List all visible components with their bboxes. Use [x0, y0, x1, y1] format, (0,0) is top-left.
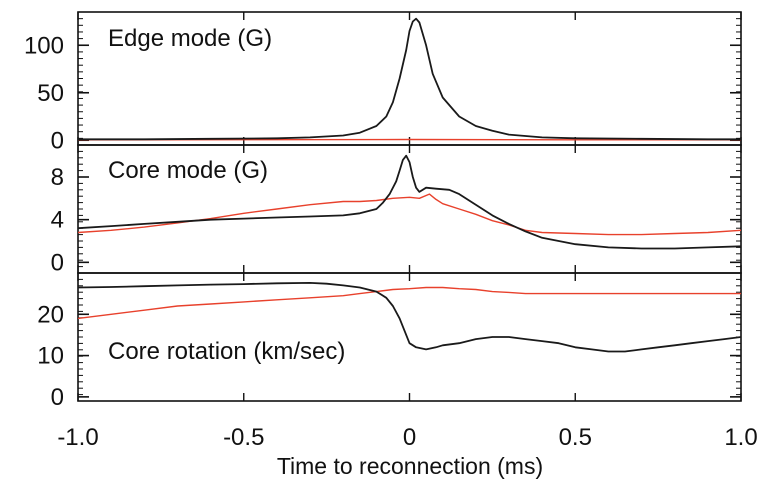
- series-line-red-1: [78, 286, 741, 320]
- series-line-black-0: [78, 17, 741, 141]
- series-line-red-1: [78, 193, 741, 236]
- panel-title: Edge mode (G): [108, 25, 272, 52]
- x-tick-label: 1.0: [724, 424, 757, 451]
- series-line-black-0: [78, 154, 741, 250]
- x-tick-label: -0.5: [223, 424, 264, 451]
- panel-3: 0 10 20 Core rotation (km/sec): [37, 272, 742, 411]
- y-tick-label: 0: [51, 249, 64, 276]
- panel-frame: [77, 272, 742, 402]
- y-tick-label: 4: [51, 207, 64, 234]
- y-tick-label: 0: [51, 384, 64, 411]
- y-tick-label: 50: [37, 80, 64, 107]
- panel-2: 0 4 8 Core mode (G): [51, 144, 742, 276]
- panels: 0 50 100 Edge mode (G) 0 4 8 Core mode (G) 0 10 20…: [24, 11, 742, 411]
- y-tick-label: 8: [51, 164, 64, 191]
- x-axis-title: Time to reconnection (ms): [277, 453, 543, 479]
- panel-1: 0 50 100 Edge mode (G): [24, 11, 742, 154]
- y-tick-label: 100: [24, 32, 64, 59]
- y-tick-label: 10: [37, 343, 64, 370]
- panel-title: Core rotation (km/sec): [108, 338, 345, 365]
- y-tick-label: 20: [37, 301, 64, 328]
- x-tick-label: 0: [403, 424, 416, 451]
- panel-title: Core mode (G): [108, 157, 268, 184]
- x-axis: -1.0 -0.5 0 0.5 1.0: [57, 424, 757, 451]
- x-tick-label: -1.0: [57, 424, 98, 451]
- y-tick-label: 0: [51, 127, 64, 154]
- x-tick-label: 0.5: [559, 424, 592, 451]
- series-line-black-0: [78, 281, 741, 353]
